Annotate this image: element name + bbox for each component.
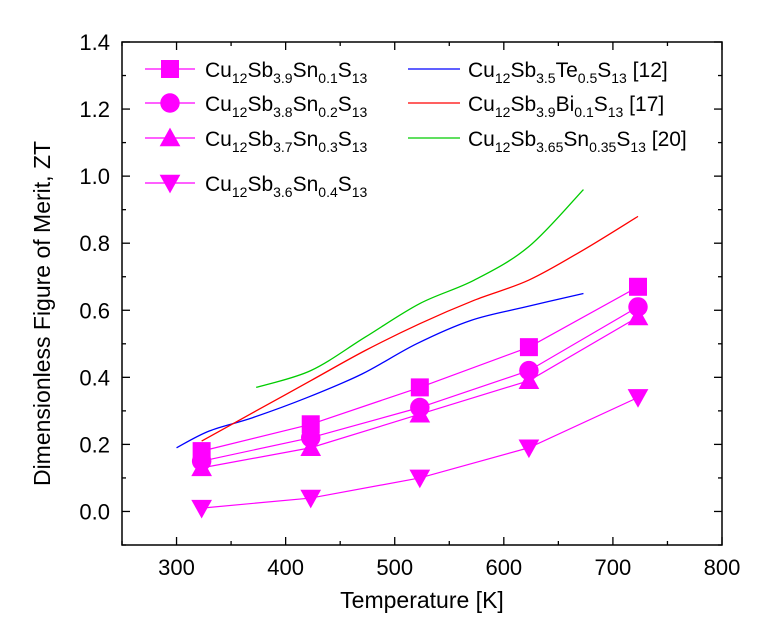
square-marker [519, 338, 538, 357]
circle-marker [160, 93, 180, 113]
triangle-up-marker [159, 127, 181, 147]
triangle-down-marker [191, 499, 212, 519]
y-tick-label: 0.2 [79, 432, 110, 457]
x-tick-label: 400 [267, 555, 304, 580]
plot-frame [121, 41, 723, 546]
square-marker [161, 60, 179, 78]
legend-label-2: Cu12Sb3.8Sn0.2S13 [205, 93, 368, 120]
series-line-6 [201, 215, 639, 442]
y-tick-label: 0.6 [79, 298, 110, 323]
legend-label-7: Cu12Sb3.65Sn0.35S13 [20] [468, 128, 687, 155]
triangle-up-marker [191, 457, 212, 477]
triangle-down-marker [409, 469, 431, 489]
triangle-up-marker [518, 370, 540, 389]
x-tick-label: 300 [158, 555, 195, 580]
legend-label-4: Cu12Sb3.6Sn0.4S13 [205, 173, 368, 200]
triangle-up-marker [300, 437, 322, 457]
y-tick-label: 1.4 [79, 30, 110, 55]
series-connector-1 [201, 286, 639, 452]
y-tick-label: 0.0 [79, 499, 110, 524]
legend-label-5: Cu12Sb3.5Te0.5S13 [12] [468, 59, 668, 86]
y-tick-label: 0.4 [79, 365, 110, 390]
y-tick-label: 0.8 [79, 231, 110, 256]
triangle-up-marker [627, 306, 649, 326]
legend-label-3: Cu12Sb3.7Sn0.3S13 [205, 128, 368, 155]
y-tick-label: 1.2 [79, 97, 110, 122]
x-axis-title: Temperature [K] [340, 587, 504, 613]
triangle-down-marker [627, 389, 649, 408]
series-line-7 [255, 189, 584, 389]
x-tick-label: 500 [376, 555, 413, 580]
legend-label-1: Cu12Sb3.9Sn0.1S13 [205, 59, 368, 86]
square-marker [301, 415, 320, 434]
triangle-up-marker [409, 403, 431, 423]
y-tick-label: 1.0 [79, 164, 110, 189]
y-axis-title: Dimensionless Figure of Merit, ZT [29, 141, 55, 486]
square-marker [410, 378, 429, 397]
series-line-5 [176, 292, 584, 449]
x-tick-label: 700 [595, 555, 632, 580]
triangle-down-marker [300, 489, 322, 509]
triangle-down-marker [518, 439, 540, 459]
legend-label-6: Cu12Sb3.9Bi0.1S13 [17] [468, 93, 664, 120]
triangle-down-marker [159, 174, 181, 194]
square-marker [629, 277, 647, 296]
x-tick-label: 600 [485, 555, 522, 580]
x-tick-label: 800 [704, 555, 741, 580]
